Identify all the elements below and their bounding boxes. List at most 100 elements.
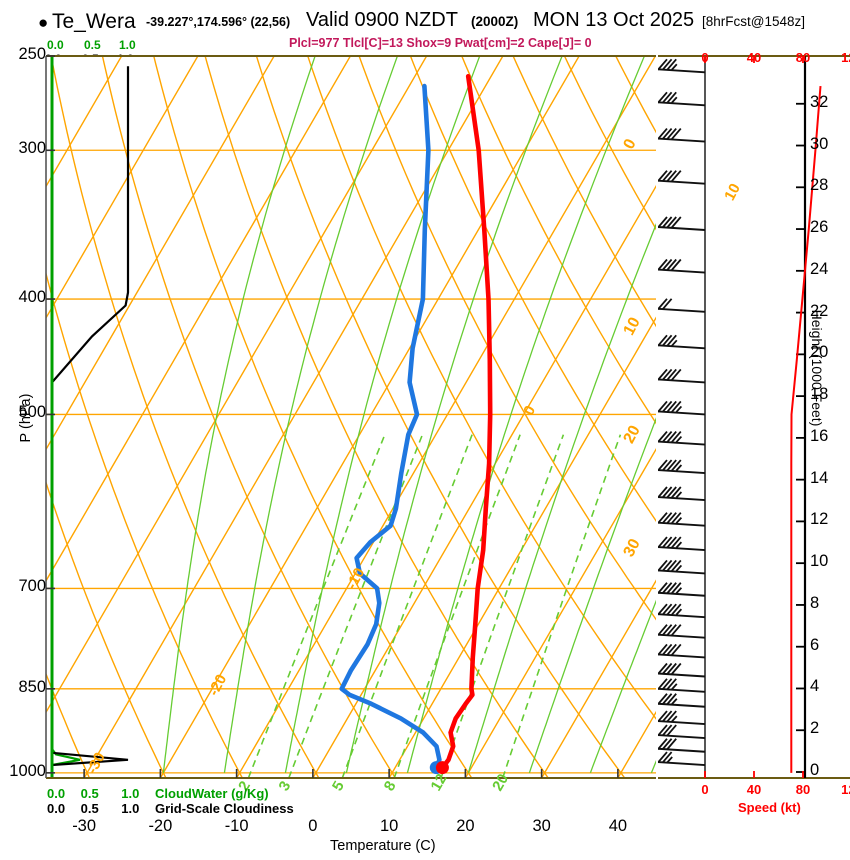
dry-adiabat-lines [46, 56, 656, 778]
wind-barb [658, 400, 706, 416]
temperature-axis-title: Temperature (C) [330, 838, 436, 854]
temperature-axis-ticks [83, 769, 619, 778]
wind-barb [658, 368, 706, 384]
valid-time-zulu: (2000Z) [471, 14, 519, 29]
wind-barb [658, 751, 706, 766]
legend-cloudiness: 0.0 0.5 1.0 Grid-Scale Cloudiness [47, 801, 294, 816]
mixing-ratio-label-3: 3 [276, 778, 295, 794]
wind-barb [658, 334, 706, 350]
wind-barbs [658, 58, 706, 766]
temperature-tick-10: 10 [379, 817, 399, 835]
pressure-axis-ticks [46, 55, 55, 774]
height-tick-20: 20 [810, 343, 829, 362]
temperature-tick-0: 0 [308, 817, 318, 835]
station-coordinates: -39.227°,174.596° (22,56) [146, 15, 291, 29]
speed-tick-bottom-120: 120 [841, 782, 850, 797]
speed-tick-bottom-40: 40 [746, 782, 762, 797]
legend-cloudiness-label: Grid-Scale Cloudiness [155, 801, 294, 816]
height-tick-14: 14 [810, 468, 829, 487]
height-tick-26: 26 [810, 218, 829, 237]
pressure-tick-500: 500 [18, 403, 46, 422]
height-tick-6: 6 [810, 635, 820, 654]
wind-barb [658, 170, 706, 185]
temperature-tick-20: 20 [456, 817, 475, 835]
forecast-hour: [8hrFcst@1548z] [702, 14, 805, 29]
speed-tick-top-0: 0 [701, 50, 709, 65]
height-tick-32: 32 [810, 92, 829, 111]
height-axis-title: Height (1000 Feet) [809, 309, 825, 427]
temperature-line [440, 74, 493, 770]
cloudwater-scale-tick-1: 0.5 [84, 38, 101, 52]
wind-barb [658, 486, 706, 501]
saturated-adiabat-lines [162, 56, 656, 774]
pressure-tick-1000: 1000 [9, 761, 46, 780]
temperature-tick-30: 30 [532, 817, 551, 835]
wind-barb [658, 216, 706, 231]
pressure-tick-400: 400 [18, 288, 46, 307]
pressure-tick-250: 250 [18, 45, 46, 63]
wind-barb [658, 459, 706, 474]
isotherm-label-up-10: 10 [621, 315, 644, 339]
wind-barb [658, 559, 706, 575]
wind-barb [658, 643, 706, 659]
cloudwater-scale-tick-0: 0.0 [47, 38, 64, 52]
height-profile-trace [790, 86, 822, 773]
mixing-ratio-lines [247, 434, 622, 778]
temperature-tick-40: 40 [608, 817, 628, 835]
height-tick-16: 16 [810, 426, 829, 445]
height-tick-8: 8 [810, 593, 820, 612]
temperature-tick--30: -30 [72, 817, 97, 835]
wind-barb [658, 298, 706, 313]
valid-date: MON 13 Oct 2025 [533, 9, 695, 31]
legend-cloudwater-label: CloudWater (g/Kg) [155, 786, 269, 801]
wind-barb [658, 536, 706, 552]
wind-barb [658, 710, 706, 726]
wind-barb [658, 738, 706, 753]
speed-tick-top-40: 40 [746, 50, 762, 65]
height-tick-0: 0 [810, 761, 820, 779]
isotherm-label-10: 10 [721, 181, 744, 204]
pressure-tick-700: 700 [18, 577, 46, 596]
legend-gs-tick-0: 0.0 [47, 801, 66, 816]
height-curve [790, 86, 822, 773]
wind-barb [658, 603, 706, 619]
mixing-ratio-label-20: 20 [489, 771, 512, 794]
isotherm-label-up-20: 20 [621, 423, 644, 447]
mixing-ratio-label-8: 8 [381, 778, 400, 794]
wind-barb [658, 724, 706, 740]
height-tick-18: 18 [810, 385, 829, 404]
wind-barb [658, 258, 706, 274]
speed-tick-top-80: 80 [795, 50, 811, 65]
surface-temperature-marker [435, 761, 449, 775]
isobar-lines [46, 55, 656, 774]
wind-barb [658, 693, 706, 708]
dewpoint-trace [339, 83, 442, 770]
sounding-statistics: Plcl=977 Tlcl[C]=13 Shox=9 Pwat[cm]=2 Ca… [289, 36, 592, 50]
height-tick-28: 28 [810, 176, 829, 195]
mixing-ratio-label-5: 5 [329, 778, 348, 794]
speed-tick-top-120: 120 [841, 50, 850, 65]
wind-barb [658, 512, 706, 527]
cloudwater-scale-tick-2: 1.0 [119, 38, 136, 52]
height-tick-2: 2 [810, 719, 820, 738]
dewpoint-line [339, 83, 442, 770]
legend-gs-tick-2: 1.0 [121, 801, 140, 816]
station-name: Te_Wera [52, 10, 136, 33]
station-bullet-marker: ● [38, 13, 49, 32]
speed-axis-ticks [704, 56, 804, 778]
speed-tick-bottom-0: 0 [701, 782, 709, 797]
speed-axis-title: Speed (kt) [738, 800, 801, 815]
plot-frame [46, 55, 656, 779]
wind-barb [658, 624, 706, 639]
legend-cw-tick-2: 1.0 [121, 786, 140, 801]
temperature-tick--10: -10 [224, 817, 249, 835]
plot-background [46, 56, 656, 778]
wind-barb [658, 582, 706, 597]
wind-barb [658, 128, 706, 143]
legend-cw-tick-0: 0.0 [47, 786, 66, 801]
height-tick-12: 12 [810, 510, 829, 529]
height-tick-4: 4 [810, 677, 820, 696]
legend-cw-tick-1: 0.5 [80, 786, 99, 801]
